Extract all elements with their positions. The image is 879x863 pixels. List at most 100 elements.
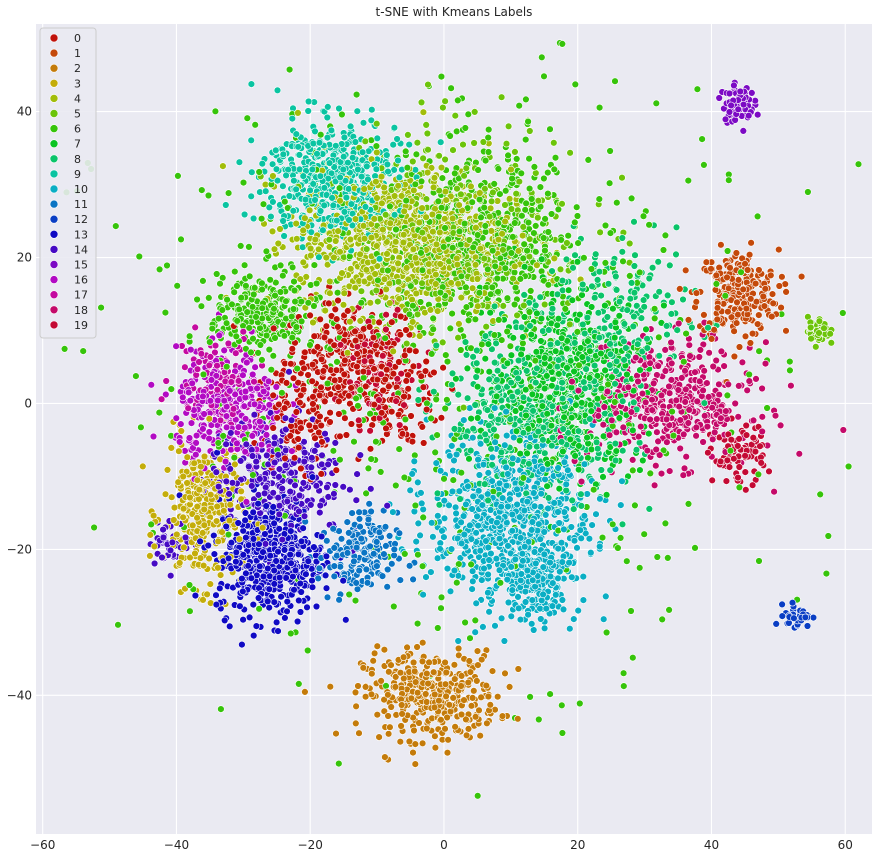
data-point xyxy=(274,627,282,635)
data-point xyxy=(590,294,599,302)
data-point xyxy=(280,232,288,240)
data-point xyxy=(269,352,277,360)
data-point xyxy=(266,276,274,284)
data-point xyxy=(618,234,626,242)
data-point xyxy=(79,347,87,355)
data-point xyxy=(665,467,674,475)
data-point xyxy=(252,622,261,630)
data-point xyxy=(504,122,513,131)
data-point xyxy=(521,135,530,144)
data-point xyxy=(570,536,579,545)
data-point xyxy=(457,346,465,354)
data-point xyxy=(374,297,382,306)
data-point xyxy=(540,174,548,183)
data-point xyxy=(412,537,420,546)
data-point xyxy=(408,296,416,304)
data-point xyxy=(645,505,653,513)
data-point xyxy=(172,342,180,350)
data-point xyxy=(195,358,203,366)
data-point xyxy=(424,80,432,89)
data-point xyxy=(461,618,469,627)
data-point xyxy=(462,731,471,739)
data-point xyxy=(532,169,540,177)
data-point xyxy=(240,210,249,219)
data-point xyxy=(384,712,392,720)
data-point xyxy=(293,235,301,243)
data-point xyxy=(422,121,430,129)
data-point xyxy=(469,434,477,442)
data-point xyxy=(249,214,258,223)
data-point xyxy=(544,168,552,177)
data-point xyxy=(441,155,449,164)
data-point xyxy=(682,453,690,461)
data-point xyxy=(529,626,538,634)
data-point xyxy=(316,315,324,323)
data-point xyxy=(827,339,835,347)
data-point xyxy=(155,408,164,417)
data-point xyxy=(639,456,647,465)
data-point xyxy=(583,490,591,498)
data-point xyxy=(248,168,256,176)
data-point xyxy=(474,792,482,800)
data-point xyxy=(655,333,663,341)
data-point xyxy=(335,759,343,768)
data-point xyxy=(405,140,413,149)
data-point xyxy=(782,327,790,335)
data-point xyxy=(287,629,295,638)
data-point xyxy=(457,293,465,302)
data-point xyxy=(450,661,459,669)
data-point xyxy=(684,500,693,508)
data-point xyxy=(491,358,499,367)
data-point xyxy=(265,603,273,612)
data-point xyxy=(768,290,777,298)
data-point xyxy=(345,590,353,599)
data-point xyxy=(366,299,374,307)
data-point xyxy=(499,302,507,310)
data-point xyxy=(404,131,412,139)
data-point xyxy=(352,719,360,728)
data-point xyxy=(384,565,392,574)
data-point xyxy=(484,543,492,552)
data-point xyxy=(272,618,281,626)
data-point xyxy=(437,593,446,601)
data-point xyxy=(198,186,206,194)
data-point xyxy=(578,291,586,299)
data-point xyxy=(373,710,381,719)
data-point xyxy=(691,544,699,552)
data-point xyxy=(485,375,493,384)
data-point xyxy=(163,261,171,270)
data-point xyxy=(685,341,693,349)
data-point xyxy=(224,189,233,197)
data-point xyxy=(473,346,481,355)
data-point xyxy=(579,572,587,581)
data-point xyxy=(187,419,196,427)
data-point xyxy=(527,620,536,628)
data-point xyxy=(301,688,309,696)
data-point xyxy=(366,445,375,453)
data-point xyxy=(645,429,653,438)
data-point xyxy=(441,725,449,733)
data-point xyxy=(546,125,554,133)
data-point xyxy=(752,375,760,383)
data-point xyxy=(663,291,672,300)
data-point xyxy=(484,148,493,156)
data-point xyxy=(506,342,515,350)
data-point xyxy=(711,286,720,294)
data-point xyxy=(396,421,404,429)
data-point xyxy=(530,229,538,237)
data-point xyxy=(137,423,145,431)
data-point xyxy=(350,438,358,446)
data-point xyxy=(453,127,461,136)
data-point xyxy=(290,277,298,286)
data-point xyxy=(411,760,419,768)
data-point xyxy=(599,432,608,440)
data-point xyxy=(430,368,438,377)
data-point xyxy=(335,104,343,113)
data-point xyxy=(540,72,548,81)
data-point xyxy=(446,707,455,716)
data-point xyxy=(353,470,361,478)
data-point xyxy=(479,623,487,631)
data-point xyxy=(416,531,424,540)
data-point xyxy=(612,286,621,294)
